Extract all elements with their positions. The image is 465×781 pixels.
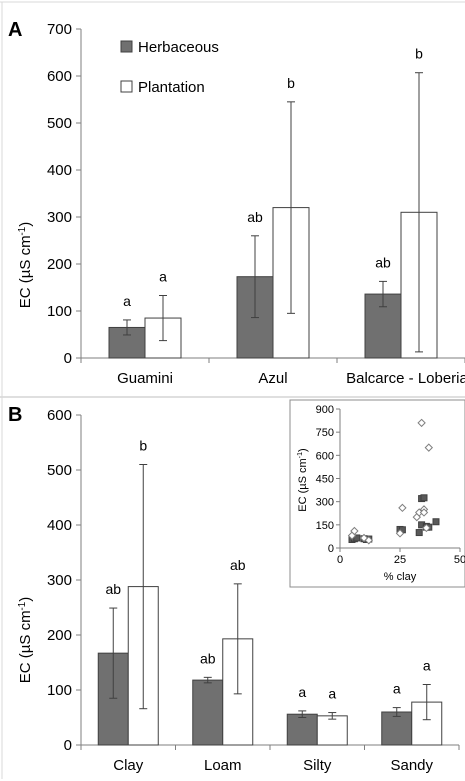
x-tick-label: Guamini [117,370,173,387]
significance-letter: a [328,686,336,702]
y-tick-label: 700 [47,21,72,38]
y-tick-label: 400 [47,162,72,179]
y-tick-label: 600 [47,407,72,424]
panel-label: A [8,19,22,41]
significance-letter: a [423,658,431,674]
y-tick-label: 200 [47,256,72,273]
x-tick-label: Clay [113,757,144,774]
y-tick-label: 300 [47,572,72,589]
y-tick-label: 500 [47,115,72,132]
significance-letter: a [123,293,131,309]
y-tick-label: 100 [47,303,72,320]
bar-herbaceous [192,679,224,746]
inset-y-tick-label: 450 [316,474,334,486]
inset-x-axis-label: % clay [384,571,417,583]
y-tick-label: 400 [47,517,72,534]
inset-point-plantation [424,443,434,452]
y-tick-label: 500 [47,462,72,479]
inset-y-tick-label: 600 [316,450,334,462]
inset-point-plantation [422,523,431,533]
inset-point-plantation [350,526,359,536]
y-tick-label: 100 [47,682,72,699]
significance-letter: b [287,75,295,91]
inset-point-plantation [419,508,429,517]
x-tick-label: Sandy [390,757,433,774]
x-tick-label: Azul [258,370,287,387]
legend-swatch-herbaceous [120,40,133,53]
legend-swatch-plantation [120,80,133,93]
inset-point-herbaceous [420,494,428,502]
inset-x-tick-label: 50 [454,554,465,566]
significance-letter: ab [230,557,246,573]
inset-y-tick-label: 0 [328,543,334,555]
panel-label: B [8,404,22,426]
y-tick-label: 0 [64,737,72,754]
significance-letter: ab [247,209,263,225]
inset-frame [289,399,465,588]
inset-y-tick-label: 150 [316,520,334,532]
bar-plantation [316,715,348,746]
inset-point-plantation [364,536,374,545]
significance-letter: b [415,46,423,62]
significance-letter: ab [105,581,121,597]
y-axis-label: EC (µS cm-1) [17,222,35,308]
y-tick-label: 200 [47,627,72,644]
significance-letter: a [393,681,401,697]
bar-herbaceous [286,713,318,746]
legend-label: Herbaceous [138,39,219,56]
x-tick-label: Balcarce - Loberia [346,370,465,387]
inset-y-tick-label: 300 [316,497,334,509]
bar-herbaceous [108,326,146,359]
inset-point-herbaceous [432,518,440,526]
significance-letter: a [298,684,306,700]
inset-point-plantation [417,418,426,428]
significance-letter: ab [375,254,391,270]
inset-point-plantation [398,503,407,513]
x-tick-label: Loam [204,757,242,774]
inset-y-tick-label: 750 [316,427,334,439]
inset-point-plantation [395,529,405,538]
inset-point-herbaceous [415,529,423,537]
y-axis-label: EC (µS cm-1) [17,597,35,683]
y-tick-label: 300 [47,209,72,226]
inset-y-tick-label: 900 [316,404,334,416]
inset-x-tick-label: 0 [337,554,343,566]
bar-herbaceous [381,711,413,746]
significance-letter: ab [200,650,216,666]
significance-letter: a [159,268,167,284]
inset-y-axis-label: EC (µS cm-1) [296,448,309,511]
inset-x-tick-label: 25 [394,554,406,566]
y-tick-label: 600 [47,68,72,85]
significance-letter: b [139,438,147,454]
legend-label: Plantation [138,79,205,96]
x-tick-label: Silty [303,757,332,774]
y-tick-label: 0 [64,350,72,367]
